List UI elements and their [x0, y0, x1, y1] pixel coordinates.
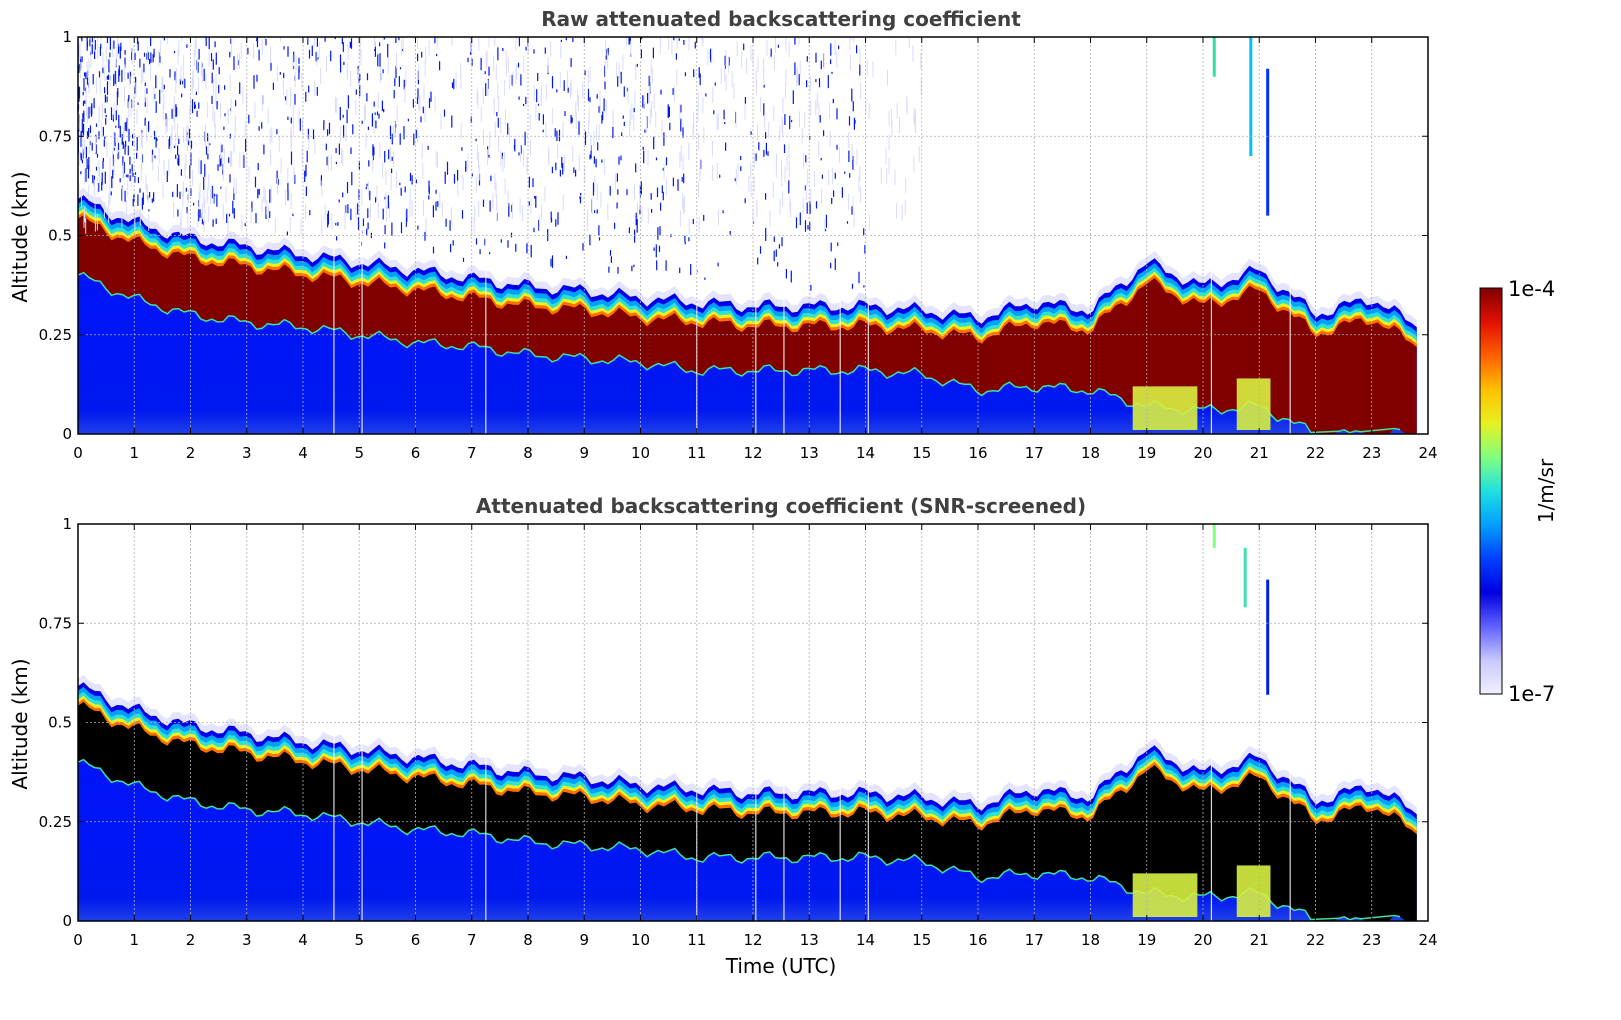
x-tick-label: 3 [242, 444, 252, 462]
bottom-panel-screened: Attenuated backscattering coefficient (S… [8, 494, 1438, 978]
top-panel-raw: Raw attenuated backscattering coefficien… [8, 7, 1438, 462]
x-tick-label: 2 [186, 444, 196, 462]
x-tick-label: 17 [1025, 931, 1044, 949]
x-tick-label: 24 [1418, 444, 1437, 462]
x-tick-label: 20 [1193, 444, 1212, 462]
layer-edge-cyan [78, 204, 1417, 342]
x-tick-label: 16 [968, 444, 987, 462]
x-tick-label: 13 [800, 444, 819, 462]
y-tick-label: 1 [62, 515, 72, 533]
layer-edge-lightblue [78, 686, 1417, 825]
layer-edge-cyan [78, 691, 1417, 829]
x-tick-label: 2 [186, 931, 196, 949]
layer-edge-yellow [78, 695, 1417, 832]
x-axis-label: Time (UTC) [725, 954, 837, 978]
x-tick-label: 8 [523, 444, 533, 462]
colorbar: 1e-4 1e-7 1/m/sr [1479, 277, 1558, 706]
x-tick-label: 17 [1025, 444, 1044, 462]
layer-halo [78, 675, 1417, 820]
x-tick-label: 10 [631, 931, 650, 949]
y-tick-label: 0.75 [39, 614, 72, 632]
top-panel-y-axis-label: Altitude (km) [8, 171, 32, 302]
x-tick-label: 13 [800, 931, 819, 949]
saturated-cloud-core [78, 215, 1417, 434]
x-tick-label: 23 [1362, 444, 1381, 462]
x-tick-label: 22 [1306, 444, 1325, 462]
x-tick-label: 0 [73, 444, 83, 462]
top-panel-title: Raw attenuated backscattering coefficien… [541, 7, 1021, 31]
y-tick-label: 0 [62, 912, 72, 930]
y-tick-label: 0.25 [39, 326, 72, 344]
y-tick-label: 1 [62, 28, 72, 46]
x-tick-label: 21 [1250, 444, 1269, 462]
x-tick-label: 19 [1137, 931, 1156, 949]
x-tick-label: 4 [298, 444, 308, 462]
x-tick-label: 11 [687, 444, 706, 462]
layer-edge-blue [78, 682, 1417, 821]
x-tick-label: 12 [743, 931, 762, 949]
precipitation-patch [1236, 865, 1271, 918]
x-tick-label: 9 [579, 444, 589, 462]
x-tick-label: 5 [354, 931, 364, 949]
faint-noise [78, 37, 922, 236]
x-tick-label: 14 [856, 444, 875, 462]
x-tick-label: 12 [743, 444, 762, 462]
x-tick-label: 7 [467, 931, 477, 949]
layer-edge-orange [78, 211, 1417, 348]
layer-edge-blue [78, 195, 1417, 334]
layer-edge-yellow [78, 208, 1417, 345]
top-panel-plot-area [77, 37, 1428, 434]
precipitation-patch [1132, 873, 1198, 918]
x-tick-label: 22 [1306, 931, 1325, 949]
x-tick-label: 6 [411, 931, 421, 949]
top-panel-axes: 0 1 2 3 4 5 6 7 8 9 10 11 12 13 14 15 16 17 18 19 20 21 22 23 24… [39, 28, 1438, 462]
bottom-panel-y-axis-label: Altitude (km) [8, 658, 32, 789]
x-tick-label: 24 [1418, 931, 1437, 949]
x-tick-label: 5 [354, 444, 364, 462]
x-tick-label: 20 [1193, 931, 1212, 949]
x-tick-label: 4 [298, 931, 308, 949]
layer-edge-orange [78, 698, 1417, 835]
saturated-cloud-core [78, 702, 1417, 921]
x-tick-label: 1 [129, 444, 139, 462]
x-tick-label: 6 [411, 444, 421, 462]
y-tick-label: 0.5 [48, 227, 72, 245]
x-tick-label: 14 [856, 931, 875, 949]
x-tick-label: 1 [129, 931, 139, 949]
x-tick-label: 18 [1081, 444, 1100, 462]
x-tick-label: 15 [912, 931, 931, 949]
layer-edge-lightblue [78, 199, 1417, 338]
y-tick-label: 0.25 [39, 813, 72, 831]
x-tick-label: 10 [631, 444, 650, 462]
x-tick-label: 19 [1137, 444, 1156, 462]
colorbar-label: 1/m/sr [1534, 458, 1558, 523]
x-tick-label: 16 [968, 931, 987, 949]
bottom-panel-plot-area [77, 524, 1428, 921]
precipitation-patch [1236, 378, 1271, 431]
layer-halo [78, 188, 1417, 333]
y-tick-label: 0.5 [48, 714, 72, 732]
x-tick-label: 8 [523, 931, 533, 949]
x-tick-label: 7 [467, 444, 477, 462]
colorbar-max-label: 1e-4 [1508, 277, 1555, 301]
x-tick-label: 3 [242, 931, 252, 949]
bottom-panel-axes: 0 1 2 3 4 5 6 7 8 9 10 11 12 13 14 15 16 17 18 19 20 21 22 23 24… [39, 515, 1438, 949]
x-tick-label: 15 [912, 444, 931, 462]
colorbar-min-label: 1e-7 [1508, 682, 1555, 706]
x-tick-label: 23 [1362, 931, 1381, 949]
x-tick-label: 18 [1081, 931, 1100, 949]
y-tick-label: 0 [62, 425, 72, 443]
x-tick-label: 21 [1250, 931, 1269, 949]
colorbar-gradient [1479, 287, 1503, 695]
x-tick-label: 9 [579, 931, 589, 949]
bottom-panel-title: Attenuated backscattering coefficient (S… [476, 494, 1086, 518]
x-tick-label: 0 [73, 931, 83, 949]
y-tick-label: 0.75 [39, 127, 72, 145]
precipitation-patch [1132, 386, 1198, 431]
x-tick-label: 11 [687, 931, 706, 949]
